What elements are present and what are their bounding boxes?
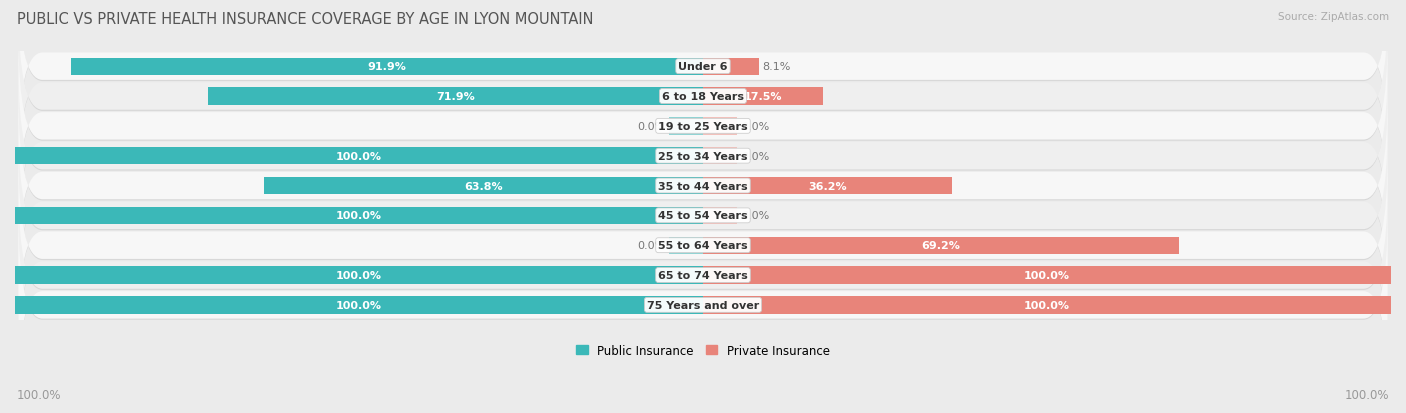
Bar	[15, 267, 703, 284]
FancyBboxPatch shape	[18, 216, 1388, 397]
Text: 91.9%: 91.9%	[367, 62, 406, 72]
Bar	[70, 58, 703, 76]
Text: 100.0%: 100.0%	[336, 300, 382, 310]
Text: 100.0%: 100.0%	[1344, 388, 1389, 401]
Bar	[208, 88, 703, 105]
FancyBboxPatch shape	[18, 6, 1388, 187]
FancyBboxPatch shape	[18, 155, 1388, 336]
Text: 100.0%: 100.0%	[336, 271, 382, 280]
FancyBboxPatch shape	[18, 0, 1388, 157]
Text: 71.9%: 71.9%	[436, 92, 475, 102]
FancyBboxPatch shape	[18, 66, 1388, 247]
Bar	[703, 88, 824, 105]
Text: 100.0%: 100.0%	[336, 211, 382, 221]
FancyBboxPatch shape	[18, 97, 1388, 278]
FancyBboxPatch shape	[18, 7, 1388, 188]
Text: 19 to 25 Years: 19 to 25 Years	[658, 121, 748, 131]
FancyBboxPatch shape	[18, 126, 1388, 306]
FancyBboxPatch shape	[18, 126, 1388, 308]
Bar	[703, 267, 1391, 284]
Text: 75 Years and over: 75 Years and over	[647, 300, 759, 310]
FancyBboxPatch shape	[18, 185, 1388, 366]
Bar	[15, 297, 703, 314]
Text: 0.0%: 0.0%	[741, 211, 769, 221]
Bar	[15, 148, 703, 165]
Text: 0.0%: 0.0%	[741, 151, 769, 161]
FancyBboxPatch shape	[18, 215, 1388, 396]
Bar	[703, 148, 737, 165]
Bar	[264, 178, 703, 195]
Text: 100.0%: 100.0%	[1024, 271, 1070, 280]
Text: 35 to 44 Years: 35 to 44 Years	[658, 181, 748, 191]
Bar	[703, 207, 737, 224]
Text: PUBLIC VS PRIVATE HEALTH INSURANCE COVERAGE BY AGE IN LYON MOUNTAIN: PUBLIC VS PRIVATE HEALTH INSURANCE COVER…	[17, 12, 593, 27]
FancyBboxPatch shape	[18, 0, 1388, 159]
Text: 100.0%: 100.0%	[1024, 300, 1070, 310]
Text: 36.2%: 36.2%	[808, 181, 846, 191]
Bar	[703, 178, 952, 195]
Text: 0.0%: 0.0%	[637, 241, 665, 251]
FancyBboxPatch shape	[18, 67, 1388, 248]
Text: Source: ZipAtlas.com: Source: ZipAtlas.com	[1278, 12, 1389, 22]
Text: 0.0%: 0.0%	[741, 121, 769, 131]
Bar	[703, 118, 737, 135]
Bar	[15, 207, 703, 224]
Text: 100.0%: 100.0%	[336, 151, 382, 161]
Bar	[703, 237, 1180, 254]
Bar	[703, 297, 1391, 314]
Text: 45 to 54 Years: 45 to 54 Years	[658, 211, 748, 221]
Text: 55 to 64 Years: 55 to 64 Years	[658, 241, 748, 251]
FancyBboxPatch shape	[18, 36, 1388, 217]
FancyBboxPatch shape	[18, 186, 1388, 367]
FancyBboxPatch shape	[18, 95, 1388, 277]
Text: 8.1%: 8.1%	[762, 62, 790, 72]
Bar	[669, 118, 703, 135]
FancyBboxPatch shape	[18, 37, 1388, 218]
Text: 0.0%: 0.0%	[637, 121, 665, 131]
Bar	[703, 58, 759, 76]
Text: 100.0%: 100.0%	[17, 388, 62, 401]
Text: 69.2%: 69.2%	[921, 241, 960, 251]
Text: 63.8%: 63.8%	[464, 181, 503, 191]
Text: 65 to 74 Years: 65 to 74 Years	[658, 271, 748, 280]
Text: 25 to 34 Years: 25 to 34 Years	[658, 151, 748, 161]
Bar	[669, 237, 703, 254]
Legend: Public Insurance, Private Insurance: Public Insurance, Private Insurance	[576, 344, 830, 357]
Text: Under 6: Under 6	[678, 62, 728, 72]
Text: 17.5%: 17.5%	[744, 92, 783, 102]
FancyBboxPatch shape	[18, 156, 1388, 337]
Text: 6 to 18 Years: 6 to 18 Years	[662, 92, 744, 102]
